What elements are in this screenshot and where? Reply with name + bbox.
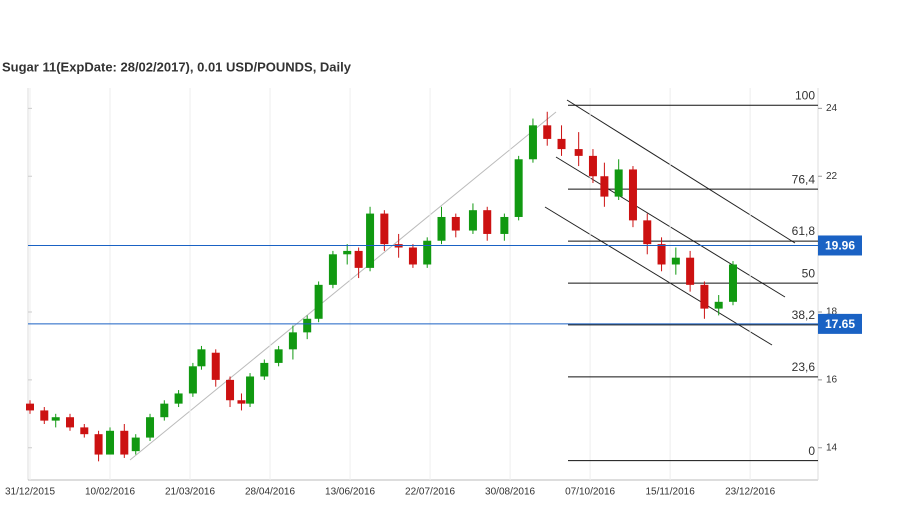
fib-label: 100 [795, 88, 815, 102]
candle-body [528, 125, 537, 160]
candle-body [94, 434, 103, 455]
x-tick-label: 22/07/2016 [405, 487, 455, 498]
x-tick-label: 28/04/2016 [245, 487, 295, 498]
candle-body [628, 169, 637, 221]
price-label: 19.96 [825, 239, 855, 253]
candle-body [160, 403, 169, 418]
x-tick-label: 15/11/2016 [645, 487, 695, 498]
candle-body [643, 220, 652, 245]
channel-line [566, 99, 796, 244]
candle-body [557, 138, 566, 150]
candle-body [543, 125, 552, 139]
candle-body [714, 301, 723, 309]
candle-body [343, 250, 352, 255]
fib-label: 61,8 [792, 224, 816, 238]
x-tick-label: 13/06/2016 [325, 487, 375, 498]
candle-body [131, 437, 140, 452]
chart-title: Sugar 11(ExpDate: 28/02/2017), 0.01 USD/… [2, 59, 352, 74]
candle-body [500, 216, 509, 234]
candle-body [408, 247, 417, 265]
x-tick-label: 21/03/2016 [165, 487, 215, 498]
candle-body [514, 159, 523, 217]
candle-body [380, 213, 389, 245]
candle-body [51, 417, 60, 421]
candle-body [226, 379, 235, 401]
x-tick-label: 07/10/2016 [565, 487, 615, 498]
candle-body [80, 427, 89, 435]
candle-body [237, 400, 246, 404]
y-tick-label: 24 [826, 103, 838, 114]
x-tick-label: 10/02/2016 [85, 487, 135, 498]
candle-body [174, 393, 183, 404]
candle-body [328, 254, 337, 285]
candle-body [120, 430, 129, 455]
candle-body [366, 213, 375, 268]
price-box [818, 313, 862, 334]
candle-body [211, 352, 220, 380]
candle-body [671, 257, 680, 265]
candle-body [728, 264, 737, 302]
x-tick-label: 30/08/2016 [485, 487, 535, 498]
price-box [818, 235, 862, 256]
y-tick-label: 16 [826, 375, 838, 386]
candle-body [657, 244, 666, 265]
channel-line [544, 206, 773, 346]
candle-body [600, 176, 609, 197]
candle-body [274, 349, 283, 363]
candle-body [288, 332, 297, 350]
candle-body [246, 376, 255, 404]
y-tick-label: 18 [826, 307, 838, 318]
x-tick-label: 31/12/2015 [5, 487, 55, 498]
candle-body [197, 349, 206, 367]
candle-body [354, 250, 363, 268]
candle-body [423, 240, 432, 265]
candle-body [614, 169, 623, 197]
candle-body [588, 155, 597, 177]
y-tick-label: 14 [826, 442, 838, 453]
fib-label: 23,6 [792, 360, 816, 374]
candle-body [574, 149, 583, 156]
candle-body [146, 417, 155, 438]
candle-body [468, 210, 477, 231]
candle-body [314, 284, 323, 319]
candle-body [686, 257, 695, 285]
candle-body [188, 366, 197, 394]
candle-body [437, 216, 446, 241]
candle-body [303, 318, 312, 333]
price-label: 17.65 [825, 317, 855, 331]
trend-line [129, 111, 557, 461]
candle-body [700, 284, 709, 309]
fib-label: 38,2 [792, 308, 816, 322]
candle-body [106, 430, 115, 455]
y-tick-label: 22 [826, 171, 838, 182]
candle-body [451, 216, 460, 231]
candle-body [26, 403, 35, 411]
candle-body [483, 210, 492, 234]
candle-body [66, 417, 75, 428]
x-tick-label: 23/12/2016 [725, 487, 775, 498]
fib-label: 76,4 [792, 172, 816, 186]
fib-label: 50 [802, 266, 816, 280]
candle-body [40, 410, 49, 421]
candle-body [260, 362, 269, 377]
fib-label: 0 [808, 444, 815, 458]
